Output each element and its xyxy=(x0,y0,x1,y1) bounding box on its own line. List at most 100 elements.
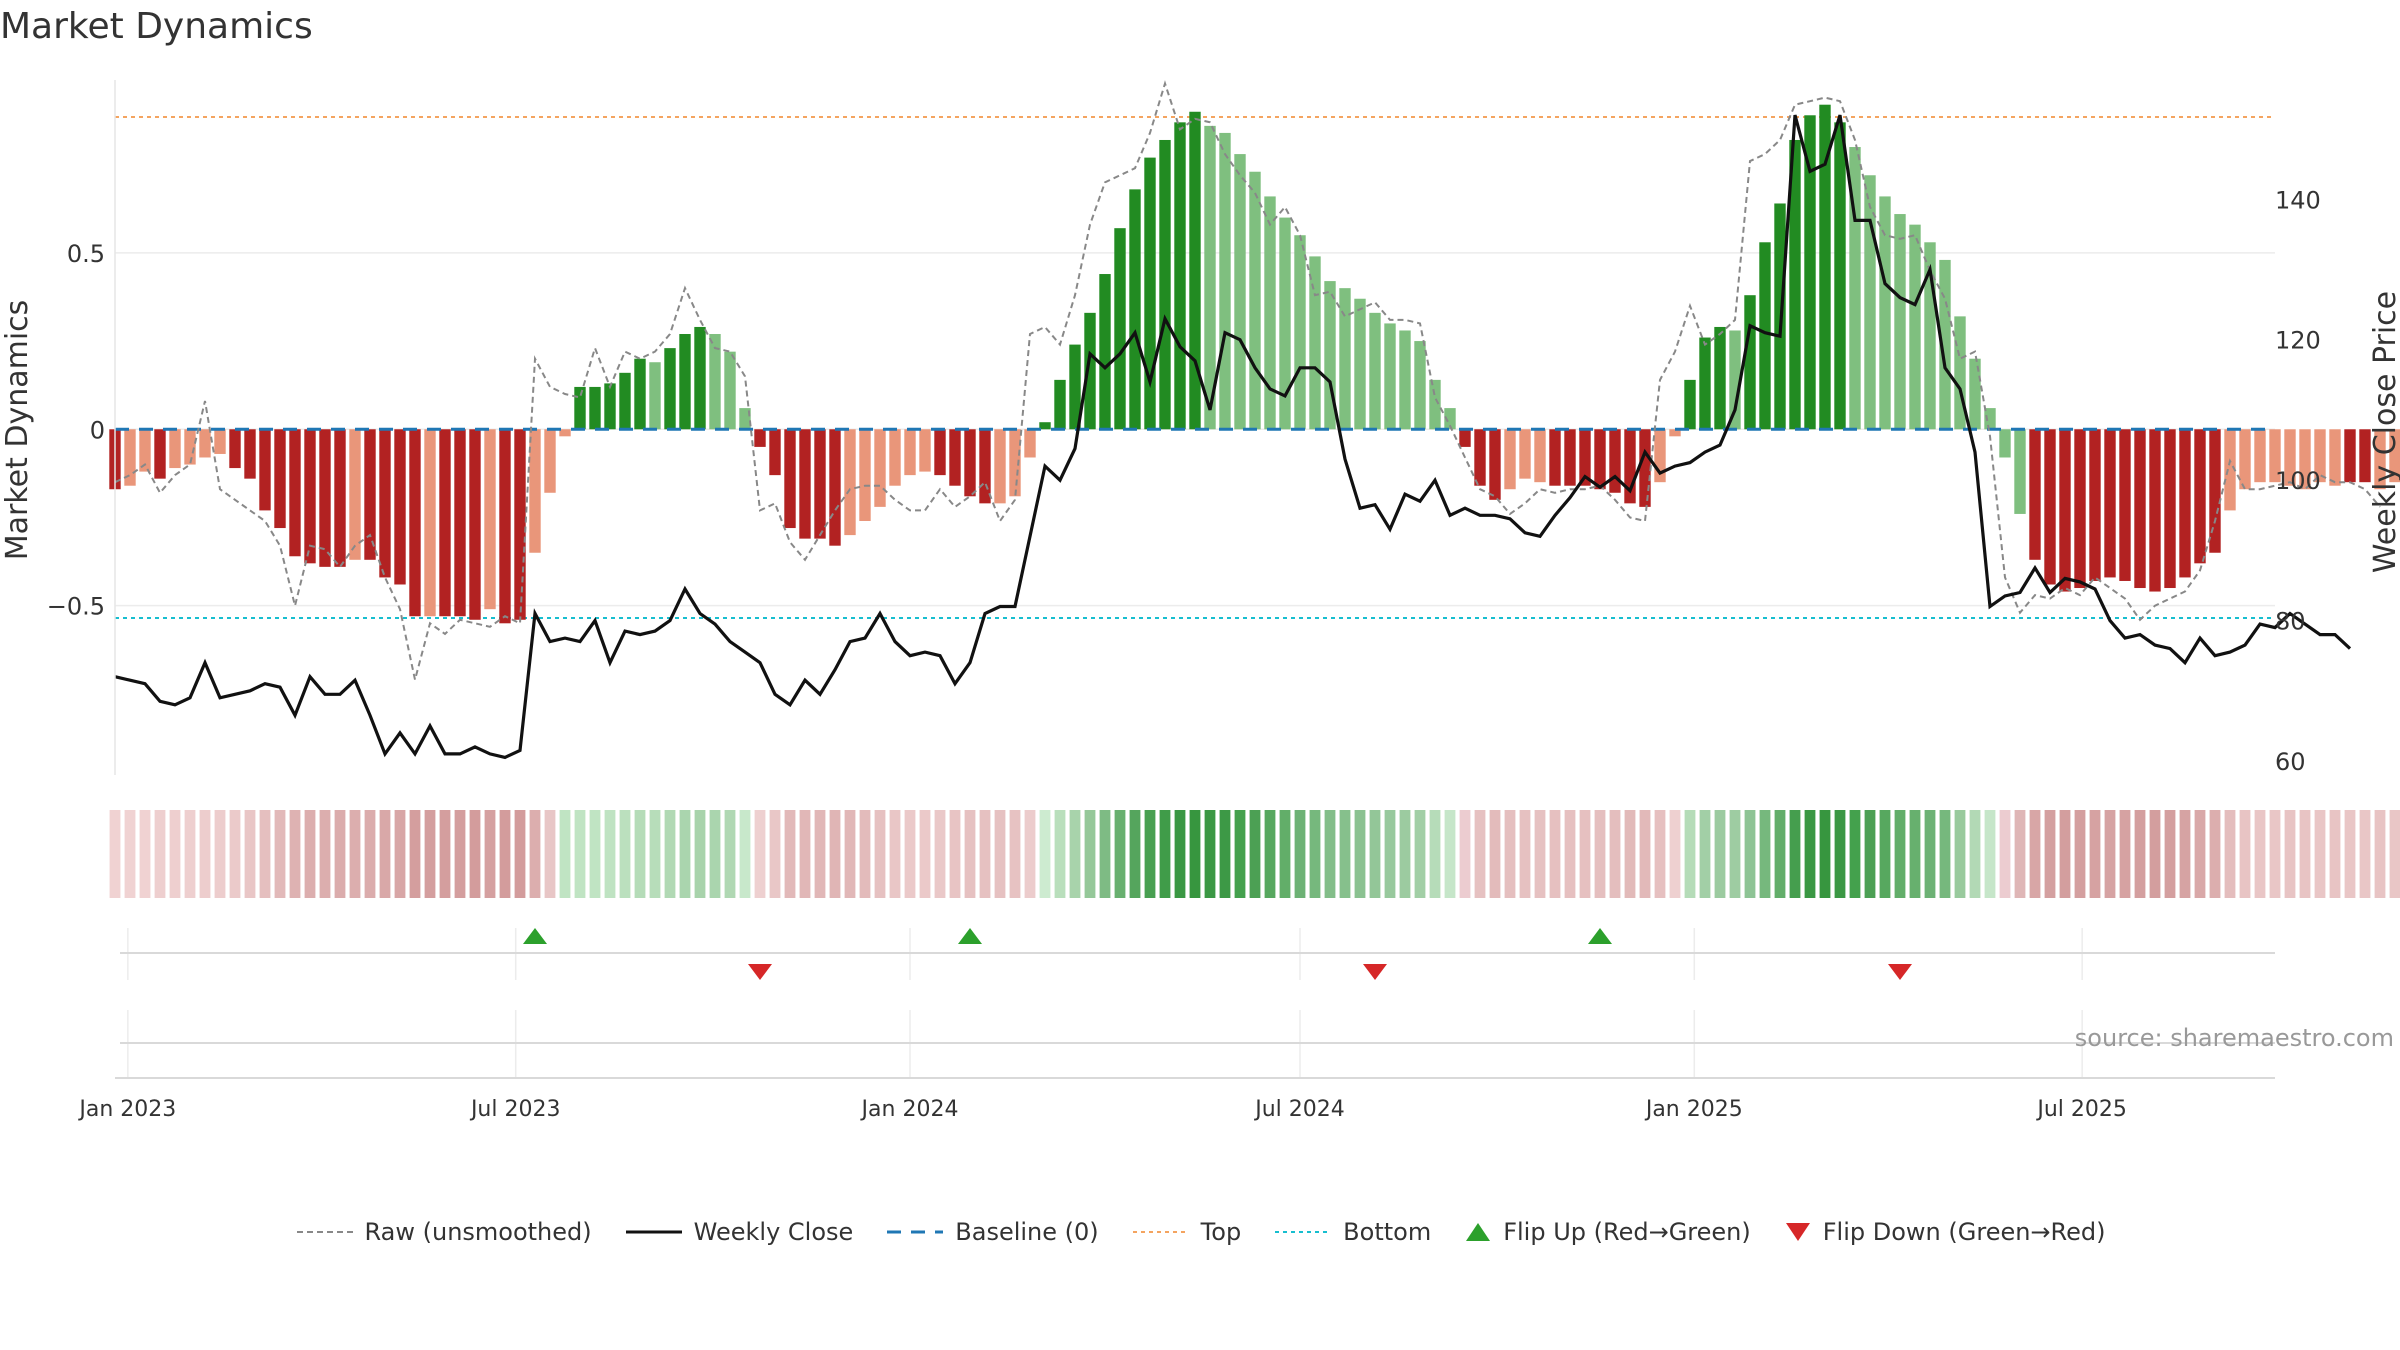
strip-cell xyxy=(184,810,196,898)
strip-cell xyxy=(334,810,346,898)
bar xyxy=(889,429,901,486)
strip-cell xyxy=(1459,810,1471,898)
strip-cell xyxy=(1429,810,1441,898)
bar xyxy=(559,429,571,437)
strip-cell xyxy=(1309,810,1321,898)
legend-label-close: Weekly Close xyxy=(693,1218,854,1246)
bar xyxy=(2074,429,2086,589)
strip-cell xyxy=(544,810,556,898)
bar xyxy=(2104,429,2116,578)
bar xyxy=(1024,429,1036,458)
strip-cell xyxy=(2224,810,2236,898)
strip-cell xyxy=(424,810,436,898)
bar xyxy=(2044,429,2056,585)
x-tick-label: Jul 2025 xyxy=(2035,1097,2127,1122)
bar xyxy=(2209,429,2221,553)
strip-cell xyxy=(1534,810,1546,898)
bar xyxy=(1114,228,1126,430)
bar xyxy=(1684,379,1696,430)
bar xyxy=(154,429,166,479)
strip-cell xyxy=(949,810,961,898)
flip-up-marker xyxy=(523,928,547,944)
bar xyxy=(1459,429,1471,447)
strip-cell xyxy=(1489,810,1501,898)
legend-label-flip-down: Flip Down (Green→Red) xyxy=(1822,1218,2106,1246)
strip-cell xyxy=(1849,810,1861,898)
bar xyxy=(2119,429,2131,581)
strip-cell xyxy=(2044,810,2056,898)
bar xyxy=(499,429,511,624)
bar xyxy=(1159,139,1171,430)
strip-cell xyxy=(919,810,931,898)
y2-tick-label: 120 xyxy=(2275,327,2321,355)
strip-cell xyxy=(1504,810,1516,898)
strip-cell xyxy=(1939,810,1951,898)
bar xyxy=(949,429,961,486)
bar xyxy=(1969,358,1981,430)
bar xyxy=(1249,171,1261,430)
bar xyxy=(229,429,241,469)
strip-cell xyxy=(859,810,871,898)
strip-cell xyxy=(1669,810,1681,898)
bar xyxy=(199,429,211,458)
bar xyxy=(1129,189,1141,430)
legend-bottom-swatch xyxy=(1275,1231,1332,1233)
strip-cell xyxy=(1294,810,1306,898)
strip-cell xyxy=(1924,810,1936,898)
axes: 0.5 0 −0.5 60 80 100 120 140 xyxy=(47,80,2321,776)
bar xyxy=(544,429,556,493)
flip-up-marker xyxy=(958,928,982,944)
bar xyxy=(1309,256,1321,430)
x-tick-label: Jul 2024 xyxy=(1253,1097,1345,1122)
strip-cell xyxy=(2164,810,2176,898)
bar xyxy=(469,429,481,620)
strip-cell xyxy=(409,810,421,898)
flip-down-marker xyxy=(1888,964,1912,980)
strip-cell xyxy=(2359,810,2371,898)
bar xyxy=(2134,429,2146,589)
strip-cell xyxy=(2194,810,2206,898)
bar xyxy=(304,429,316,564)
strip-cell xyxy=(1114,810,1126,898)
y2-tick-label: 60 xyxy=(2275,748,2306,776)
strip-cell xyxy=(514,810,526,898)
strip-cell xyxy=(1519,810,1531,898)
bar xyxy=(1699,337,1711,430)
bar xyxy=(784,429,796,529)
strip-cell xyxy=(769,810,781,898)
bar xyxy=(2149,429,2161,592)
bar xyxy=(1594,429,1606,490)
bar xyxy=(1624,429,1636,504)
bar xyxy=(364,429,376,560)
strip-cell xyxy=(499,810,511,898)
legend-item-raw: Raw (unsmoothed) xyxy=(295,1218,592,1246)
x-tick-label: Jan 2025 xyxy=(1644,1097,1743,1122)
strip-cell xyxy=(304,810,316,898)
bar xyxy=(529,429,541,553)
y-axis-label: Market Dynamics xyxy=(0,300,35,561)
strip-cell xyxy=(379,810,391,898)
flip-down-marker xyxy=(748,964,772,980)
bar xyxy=(1729,330,1741,430)
legend-item-flip-down: Flip Down (Green→Red) xyxy=(1783,1218,2106,1246)
bar xyxy=(859,429,871,521)
strip-cell xyxy=(1759,810,1771,898)
bar xyxy=(1669,429,1681,437)
regime-strip xyxy=(109,810,2400,898)
strip-cell xyxy=(1864,810,1876,898)
strip-cell xyxy=(124,810,136,898)
y2-tick-label: 140 xyxy=(2275,186,2321,214)
strip-cell xyxy=(1159,810,1171,898)
x-tick-label: Jan 2023 xyxy=(77,1097,176,1122)
legend-label-raw: Raw (unsmoothed) xyxy=(364,1218,592,1246)
strip-cell xyxy=(2074,810,2086,898)
bar xyxy=(1054,379,1066,430)
bar xyxy=(2194,429,2206,564)
bar xyxy=(1324,281,1336,430)
strip-cell xyxy=(1084,810,1096,898)
bar xyxy=(1564,429,1576,486)
strip-cell xyxy=(2104,810,2116,898)
strip-cell xyxy=(1954,810,1966,898)
strip-cell xyxy=(244,810,256,898)
bar xyxy=(1939,259,1951,430)
